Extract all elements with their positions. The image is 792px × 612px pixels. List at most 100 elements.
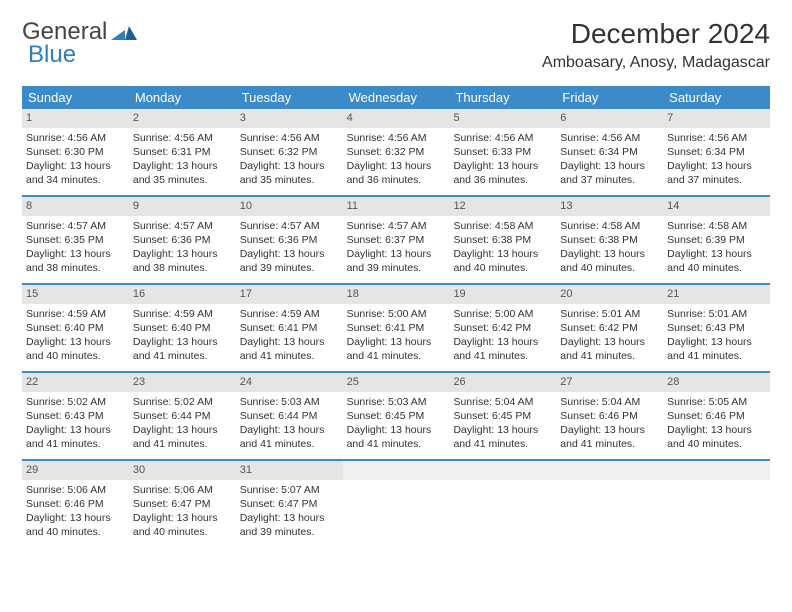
day-number: 8 xyxy=(22,197,129,216)
week-row: 1Sunrise: 4:56 AMSunset: 6:30 PMDaylight… xyxy=(22,109,770,197)
calendar-cell: 31Sunrise: 5:07 AMSunset: 6:47 PMDayligh… xyxy=(236,461,343,547)
day-number: 15 xyxy=(22,285,129,304)
cell-sunrise: Sunrise: 4:59 AM xyxy=(133,307,234,321)
cell-sunrise: Sunrise: 4:59 AM xyxy=(26,307,127,321)
cell-sunrise: Sunrise: 5:00 AM xyxy=(347,307,448,321)
cell-day2: and 39 minutes. xyxy=(240,261,341,275)
cell-sunrise: Sunrise: 4:58 AM xyxy=(667,219,768,233)
day-number: 20 xyxy=(556,285,663,304)
cell-sunrise: Sunrise: 4:56 AM xyxy=(347,131,448,145)
cell-day1: Daylight: 13 hours xyxy=(667,335,768,349)
cell-sunset: Sunset: 6:41 PM xyxy=(240,321,341,335)
cell-day2: and 40 minutes. xyxy=(560,261,661,275)
calendar-cell: 16 Sunrise: 4:59 AMSunset: 6:40 PMDayligh… xyxy=(129,285,236,371)
cell-sunrise: Sunrise: 5:02 AM xyxy=(26,395,127,409)
cell-sunset: Sunset: 6:46 PM xyxy=(560,409,661,423)
cell-sunrise: Sunrise: 4:56 AM xyxy=(667,131,768,145)
calendar-cell: 15Sunrise: 4:59 AMSunset: 6:40 PMDayligh… xyxy=(22,285,129,371)
calendar-cell: 3Sunrise: 4:56 AMSunset: 6:32 PMDaylight… xyxy=(236,109,343,195)
cell-day1: Daylight: 13 hours xyxy=(667,247,768,261)
cell-day2: and 40 minutes. xyxy=(26,349,127,363)
day-number: 24 xyxy=(236,373,343,392)
day-number: 5 xyxy=(449,109,556,128)
day-number: 30 xyxy=(129,461,236,480)
cell-sunset: Sunset: 6:46 PM xyxy=(26,497,127,511)
cell-day1: Daylight: 13 hours xyxy=(240,159,341,173)
cell-day1: Daylight: 13 hours xyxy=(240,511,341,525)
day-number: 3 xyxy=(236,109,343,128)
cell-day2: and 40 minutes. xyxy=(667,437,768,451)
cell-day2: and 40 minutes. xyxy=(453,261,554,275)
logo: General Blue xyxy=(22,18,137,46)
cell-day1: Daylight: 13 hours xyxy=(667,159,768,173)
cell-day2: and 41 minutes. xyxy=(667,349,768,363)
dow-monday: Monday xyxy=(129,86,236,109)
day-number: 16 xyxy=(129,285,236,304)
day-number xyxy=(556,461,663,480)
cell-day2: and 38 minutes. xyxy=(26,261,127,275)
cell-day2: and 41 minutes. xyxy=(453,437,554,451)
calendar-cell: 2Sunrise: 4:56 AMSunset: 6:31 PMDaylight… xyxy=(129,109,236,195)
cell-sunrise: Sunrise: 5:05 AM xyxy=(667,395,768,409)
day-number: 13 xyxy=(556,197,663,216)
cell-day1: Daylight: 13 hours xyxy=(240,335,341,349)
week-row: 8Sunrise: 4:57 AMSunset: 6:35 PMDaylight… xyxy=(22,197,770,285)
cell-day1: Daylight: 13 hours xyxy=(453,423,554,437)
cell-sunrise: Sunrise: 5:02 AM xyxy=(133,395,234,409)
day-number: 27 xyxy=(556,373,663,392)
calendar-cell: 24Sunrise: 5:03 AMSunset: 6:44 PMDayligh… xyxy=(236,373,343,459)
day-number: 9 xyxy=(129,197,236,216)
cell-sunrise: Sunrise: 5:06 AM xyxy=(133,483,234,497)
cell-day1: Daylight: 13 hours xyxy=(560,423,661,437)
day-number: 17 xyxy=(236,285,343,304)
location: Amboasary, Anosy, Madagascar xyxy=(542,54,770,72)
cell-sunset: Sunset: 6:41 PM xyxy=(347,321,448,335)
cell-day1: Daylight: 13 hours xyxy=(133,247,234,261)
cell-sunset: Sunset: 6:45 PM xyxy=(347,409,448,423)
cell-day2: and 41 minutes. xyxy=(453,349,554,363)
cell-day1: Daylight: 13 hours xyxy=(133,159,234,173)
cell-day1: Daylight: 13 hours xyxy=(453,335,554,349)
cell-day2: and 35 minutes. xyxy=(133,173,234,187)
dow-thursday: Thursday xyxy=(449,86,556,109)
calendar-cell: 5Sunrise: 4:56 AMSunset: 6:33 PMDaylight… xyxy=(449,109,556,195)
calendar-cell: 21Sunrise: 5:01 AMSunset: 6:43 PMDayligh… xyxy=(663,285,770,371)
day-number xyxy=(343,461,450,480)
cell-sunrise: Sunrise: 4:56 AM xyxy=(560,131,661,145)
cell-sunset: Sunset: 6:45 PM xyxy=(453,409,554,423)
calendar-cell-empty xyxy=(343,461,450,547)
cell-sunrise: Sunrise: 4:57 AM xyxy=(26,219,127,233)
dow-sunday: Sunday xyxy=(22,86,129,109)
day-number: 10 xyxy=(236,197,343,216)
cell-sunset: Sunset: 6:32 PM xyxy=(240,145,341,159)
cell-day2: and 41 minutes. xyxy=(560,349,661,363)
day-number: 26 xyxy=(449,373,556,392)
calendar-cell: 11Sunrise: 4:57 AMSunset: 6:37 PMDayligh… xyxy=(343,197,450,283)
cell-sunrise: Sunrise: 5:01 AM xyxy=(667,307,768,321)
title-block: December 2024 Amboasary, Anosy, Madagasc… xyxy=(542,18,770,72)
cell-day1: Daylight: 13 hours xyxy=(667,423,768,437)
cell-sunset: Sunset: 6:36 PM xyxy=(240,233,341,247)
cell-day2: and 36 minutes. xyxy=(347,173,448,187)
cell-day2: and 39 minutes. xyxy=(240,525,341,539)
cell-sunset: Sunset: 6:42 PM xyxy=(560,321,661,335)
cell-day2: and 40 minutes. xyxy=(133,525,234,539)
cell-sunset: Sunset: 6:32 PM xyxy=(347,145,448,159)
calendar-cell: 25Sunrise: 5:03 AMSunset: 6:45 PMDayligh… xyxy=(343,373,450,459)
cell-sunrise: Sunrise: 5:03 AM xyxy=(240,395,341,409)
day-number xyxy=(663,461,770,480)
cell-sunrise: Sunrise: 4:56 AM xyxy=(26,131,127,145)
cell-sunset: Sunset: 6:33 PM xyxy=(453,145,554,159)
cell-day1: Daylight: 13 hours xyxy=(133,335,234,349)
cell-day1: Daylight: 13 hours xyxy=(240,247,341,261)
day-number: 22 xyxy=(22,373,129,392)
cell-sunset: Sunset: 6:40 PM xyxy=(133,321,234,335)
calendar-cell: 28Sunrise: 5:05 AMSunset: 6:46 PMDayligh… xyxy=(663,373,770,459)
cell-sunset: Sunset: 6:44 PM xyxy=(240,409,341,423)
calendar-cell: 9Sunrise: 4:57 AMSunset: 6:36 PMDaylight… xyxy=(129,197,236,283)
cell-day1: Daylight: 13 hours xyxy=(26,159,127,173)
calendar-cell-empty xyxy=(663,461,770,547)
cell-day1: Daylight: 13 hours xyxy=(347,247,448,261)
cell-sunset: Sunset: 6:47 PM xyxy=(240,497,341,511)
cell-sunset: Sunset: 6:44 PM xyxy=(133,409,234,423)
